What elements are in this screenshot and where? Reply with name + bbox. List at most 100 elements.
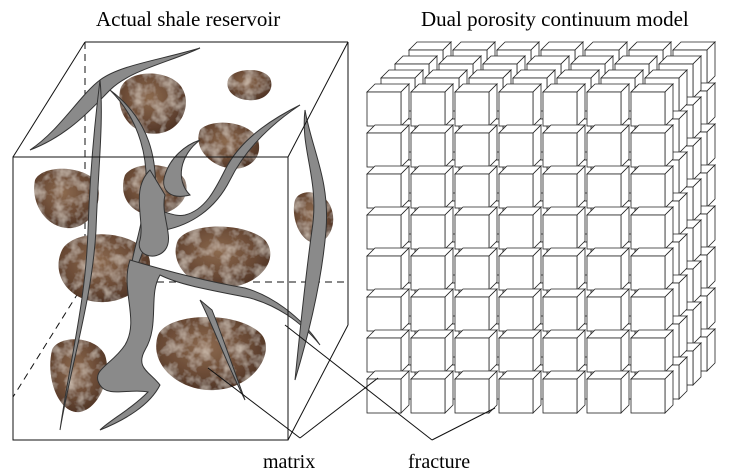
cube-face <box>576 124 586 168</box>
cube-face <box>664 247 674 291</box>
cube-face <box>410 296 446 332</box>
cube-grid <box>366 41 716 414</box>
cube-face <box>366 91 402 127</box>
cube-face <box>400 124 410 168</box>
cube-face <box>692 301 702 345</box>
fractures <box>29 47 328 431</box>
cube-face <box>706 287 716 331</box>
cube-face <box>706 205 716 249</box>
cube-face <box>366 337 402 373</box>
fracture-label: fracture <box>408 451 470 473</box>
cube-face <box>410 255 446 291</box>
cube-face <box>630 255 666 291</box>
cube-face <box>586 378 622 414</box>
cube-face <box>542 214 578 250</box>
cube-face <box>532 329 542 373</box>
cube-face <box>678 110 688 154</box>
cube-face <box>454 173 490 209</box>
cube-face <box>706 41 716 85</box>
cube-face <box>678 356 688 400</box>
cube-face <box>620 370 630 414</box>
cube-face <box>678 192 688 236</box>
cube-face <box>410 132 446 168</box>
cube-face <box>576 288 586 332</box>
cube-face <box>586 173 622 209</box>
leader-lines <box>207 324 496 441</box>
cube-face <box>630 91 666 127</box>
cube-face <box>664 206 674 250</box>
cube-face <box>488 247 498 291</box>
cube-face <box>488 288 498 332</box>
cube-face <box>488 124 498 168</box>
cube-face <box>366 132 402 168</box>
cube-face <box>400 83 410 127</box>
cube-face <box>542 173 578 209</box>
cube-face <box>410 337 446 373</box>
cube-face <box>664 329 674 373</box>
cube-face <box>664 83 674 127</box>
cube-face <box>532 83 542 127</box>
cube-face <box>498 132 534 168</box>
cube-face <box>678 151 688 195</box>
cube-face <box>620 83 630 127</box>
cube-face <box>620 288 630 332</box>
cube-face <box>366 378 402 414</box>
cube-face <box>410 214 446 250</box>
cube-face <box>576 370 586 414</box>
cube-face <box>498 378 534 414</box>
cube-face <box>630 378 666 414</box>
cube-face <box>706 82 716 126</box>
cube-face <box>692 260 702 304</box>
right-title: Dual porosity continuum model <box>421 7 689 31</box>
cube-face <box>664 370 674 414</box>
cube-face <box>410 378 446 414</box>
cube-face <box>532 124 542 168</box>
cube-face <box>454 296 490 332</box>
cube-face <box>630 173 666 209</box>
cube-face <box>542 337 578 373</box>
cube-face <box>678 233 688 277</box>
cube-face <box>400 247 410 291</box>
cube-face <box>542 255 578 291</box>
cube-face <box>542 296 578 332</box>
cube-face <box>488 83 498 127</box>
cube-face <box>586 214 622 250</box>
cube-face <box>678 274 688 318</box>
left-title: Actual shale reservoir <box>96 7 280 31</box>
cube-face <box>400 329 410 373</box>
cube-face <box>444 206 454 250</box>
cube-face <box>400 370 410 414</box>
cube-face <box>366 255 402 291</box>
cube-face <box>664 288 674 332</box>
cube-face <box>586 132 622 168</box>
cube-face <box>454 255 490 291</box>
cube-face <box>586 337 622 373</box>
matrix-label: matrix <box>263 451 315 473</box>
cube-face <box>444 165 454 209</box>
cube-face <box>692 55 702 99</box>
cube-face <box>586 91 622 127</box>
cube-face <box>620 206 630 250</box>
cube-face <box>444 247 454 291</box>
cube-face <box>444 329 454 373</box>
cube-face <box>532 206 542 250</box>
cube-face <box>692 178 702 222</box>
cube-face <box>542 378 578 414</box>
cube-face <box>498 173 534 209</box>
cube-face <box>454 378 490 414</box>
cube-face <box>692 342 702 386</box>
cube-face <box>444 124 454 168</box>
cube-face <box>488 329 498 373</box>
cube-edges <box>12 41 349 441</box>
cube-face <box>542 132 578 168</box>
cube-face <box>630 214 666 250</box>
cube-face <box>488 206 498 250</box>
cube-face <box>532 370 542 414</box>
cube-face <box>576 206 586 250</box>
cube-face <box>692 219 702 263</box>
cube-face <box>366 296 402 332</box>
cube-face <box>706 123 716 167</box>
cube-face <box>630 132 666 168</box>
